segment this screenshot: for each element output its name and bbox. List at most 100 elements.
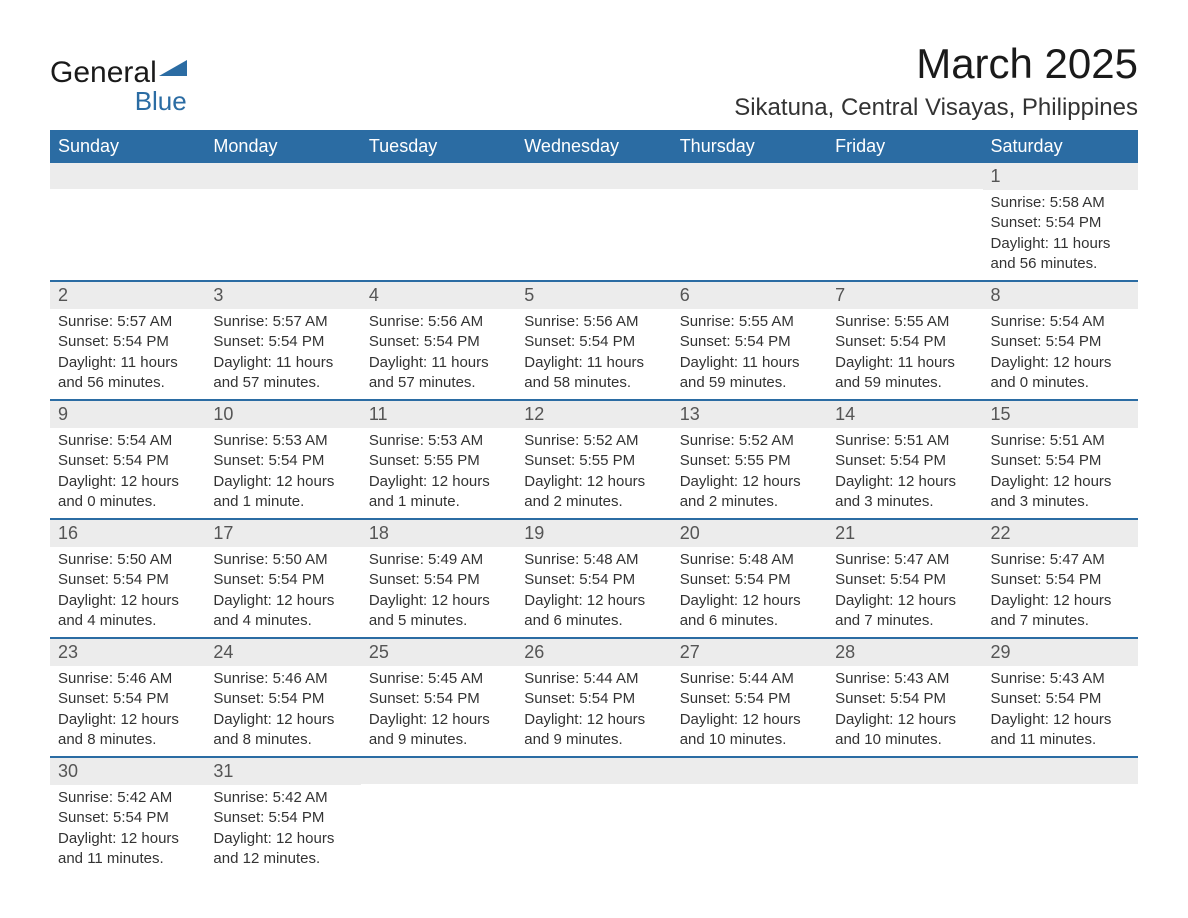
day-number: 24 (205, 639, 360, 666)
day-number: 29 (983, 639, 1138, 666)
calendar-cell: 20Sunrise: 5:48 AMSunset: 5:54 PMDayligh… (672, 519, 827, 638)
sunrise-text: Sunrise: 5:46 AM (213, 669, 352, 689)
sunset-text: Sunset: 5:54 PM (524, 689, 663, 709)
day-number: 18 (361, 520, 516, 547)
calendar-cell (205, 163, 360, 281)
sunset-text: Sunset: 5:54 PM (991, 332, 1130, 352)
day-number: 16 (50, 520, 205, 547)
sunset-text: Sunset: 5:54 PM (991, 451, 1130, 471)
calendar-cell: 31Sunrise: 5:42 AMSunset: 5:54 PMDayligh… (205, 757, 360, 875)
sunrise-text: Sunrise: 5:48 AM (524, 550, 663, 570)
sunset-text: Sunset: 5:54 PM (369, 332, 508, 352)
sunset-text: Sunset: 5:54 PM (58, 570, 197, 590)
sunrise-text: Sunrise: 5:57 AM (58, 312, 197, 332)
sunset-text: Sunset: 5:54 PM (680, 570, 819, 590)
daylight-text: Daylight: 12 hours and 0 minutes. (58, 472, 197, 513)
sunset-text: Sunset: 5:54 PM (835, 570, 974, 590)
calendar-cell (50, 163, 205, 281)
daylight-text: Daylight: 12 hours and 12 minutes. (213, 829, 352, 870)
daylight-text: Daylight: 11 hours and 56 minutes. (991, 234, 1130, 275)
empty-day-data (827, 189, 982, 207)
sunrise-text: Sunrise: 5:52 AM (524, 431, 663, 451)
calendar-cell: 23Sunrise: 5:46 AMSunset: 5:54 PMDayligh… (50, 638, 205, 757)
day-number: 12 (516, 401, 671, 428)
logo-text-block: General Blue (50, 58, 187, 115)
sunrise-text: Sunrise: 5:50 AM (213, 550, 352, 570)
sunrise-text: Sunrise: 5:42 AM (213, 788, 352, 808)
calendar-cell: 27Sunrise: 5:44 AMSunset: 5:54 PMDayligh… (672, 638, 827, 757)
month-title: March 2025 (734, 40, 1138, 88)
title-block: March 2025 Sikatuna, Central Visayas, Ph… (734, 40, 1138, 122)
day-number: 6 (672, 282, 827, 309)
sunrise-text: Sunrise: 5:49 AM (369, 550, 508, 570)
sunrise-text: Sunrise: 5:52 AM (680, 431, 819, 451)
day-number: 4 (361, 282, 516, 309)
day-number: 1 (983, 163, 1138, 190)
daylight-text: Daylight: 12 hours and 10 minutes. (835, 710, 974, 751)
daylight-text: Daylight: 12 hours and 1 minute. (213, 472, 352, 513)
sunset-text: Sunset: 5:54 PM (58, 451, 197, 471)
logo: General Blue (50, 40, 187, 115)
day-data: Sunrise: 5:45 AMSunset: 5:54 PMDaylight:… (361, 666, 516, 756)
day-data: Sunrise: 5:50 AMSunset: 5:54 PMDaylight:… (205, 547, 360, 637)
sunrise-text: Sunrise: 5:46 AM (58, 669, 197, 689)
day-number: 23 (50, 639, 205, 666)
sunset-text: Sunset: 5:54 PM (835, 332, 974, 352)
sunrise-text: Sunrise: 5:47 AM (835, 550, 974, 570)
daylight-text: Daylight: 11 hours and 57 minutes. (213, 353, 352, 394)
daylight-text: Daylight: 11 hours and 56 minutes. (58, 353, 197, 394)
sunset-text: Sunset: 5:55 PM (680, 451, 819, 471)
calendar-cell: 21Sunrise: 5:47 AMSunset: 5:54 PMDayligh… (827, 519, 982, 638)
sunrise-text: Sunrise: 5:44 AM (680, 669, 819, 689)
day-data: Sunrise: 5:44 AMSunset: 5:54 PMDaylight:… (516, 666, 671, 756)
sunrise-text: Sunrise: 5:55 AM (835, 312, 974, 332)
sunrise-text: Sunrise: 5:44 AM (524, 669, 663, 689)
calendar-cell (672, 163, 827, 281)
day-number: 26 (516, 639, 671, 666)
day-number: 11 (361, 401, 516, 428)
day-number: 21 (827, 520, 982, 547)
calendar-cell: 4Sunrise: 5:56 AMSunset: 5:54 PMDaylight… (361, 281, 516, 400)
calendar-cell: 28Sunrise: 5:43 AMSunset: 5:54 PMDayligh… (827, 638, 982, 757)
daylight-text: Daylight: 11 hours and 58 minutes. (524, 353, 663, 394)
sunrise-text: Sunrise: 5:55 AM (680, 312, 819, 332)
daylight-text: Daylight: 12 hours and 5 minutes. (369, 591, 508, 632)
sunrise-text: Sunrise: 5:54 AM (58, 431, 197, 451)
day-data: Sunrise: 5:56 AMSunset: 5:54 PMDaylight:… (516, 309, 671, 399)
calendar-cell: 6Sunrise: 5:55 AMSunset: 5:54 PMDaylight… (672, 281, 827, 400)
calendar-header-row: Sunday Monday Tuesday Wednesday Thursday… (50, 130, 1138, 163)
daylight-text: Daylight: 12 hours and 6 minutes. (524, 591, 663, 632)
sunset-text: Sunset: 5:54 PM (58, 808, 197, 828)
daylight-text: Daylight: 12 hours and 11 minutes. (58, 829, 197, 870)
day-data: Sunrise: 5:42 AMSunset: 5:54 PMDaylight:… (50, 785, 205, 875)
empty-day-data (361, 784, 516, 802)
sunrise-text: Sunrise: 5:53 AM (369, 431, 508, 451)
sunset-text: Sunset: 5:54 PM (369, 570, 508, 590)
day-data: Sunrise: 5:58 AMSunset: 5:54 PMDaylight:… (983, 190, 1138, 280)
empty-day-number (672, 163, 827, 189)
calendar-cell: 10Sunrise: 5:53 AMSunset: 5:54 PMDayligh… (205, 400, 360, 519)
day-data: Sunrise: 5:50 AMSunset: 5:54 PMDaylight:… (50, 547, 205, 637)
empty-day-number (827, 758, 982, 784)
day-number: 28 (827, 639, 982, 666)
day-number: 5 (516, 282, 671, 309)
sunset-text: Sunset: 5:54 PM (835, 689, 974, 709)
calendar-cell (516, 757, 671, 875)
calendar-cell: 16Sunrise: 5:50 AMSunset: 5:54 PMDayligh… (50, 519, 205, 638)
sunset-text: Sunset: 5:55 PM (369, 451, 508, 471)
calendar-cell: 26Sunrise: 5:44 AMSunset: 5:54 PMDayligh… (516, 638, 671, 757)
calendar-cell: 29Sunrise: 5:43 AMSunset: 5:54 PMDayligh… (983, 638, 1138, 757)
daylight-text: Daylight: 11 hours and 57 minutes. (369, 353, 508, 394)
calendar-cell: 13Sunrise: 5:52 AMSunset: 5:55 PMDayligh… (672, 400, 827, 519)
sunset-text: Sunset: 5:54 PM (213, 689, 352, 709)
col-tuesday: Tuesday (361, 130, 516, 163)
empty-day-data (827, 784, 982, 802)
sunrise-text: Sunrise: 5:54 AM (991, 312, 1130, 332)
calendar-cell: 15Sunrise: 5:51 AMSunset: 5:54 PMDayligh… (983, 400, 1138, 519)
sunrise-text: Sunrise: 5:50 AM (58, 550, 197, 570)
calendar-cell: 3Sunrise: 5:57 AMSunset: 5:54 PMDaylight… (205, 281, 360, 400)
day-number: 27 (672, 639, 827, 666)
sunset-text: Sunset: 5:54 PM (213, 570, 352, 590)
sunset-text: Sunset: 5:54 PM (213, 808, 352, 828)
day-data: Sunrise: 5:53 AMSunset: 5:54 PMDaylight:… (205, 428, 360, 518)
